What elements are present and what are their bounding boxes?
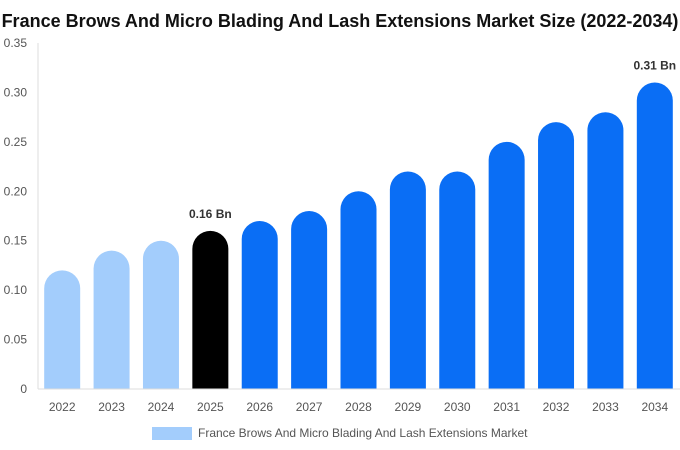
x-tick-label: 2025 xyxy=(197,400,224,414)
x-tick-label: 2026 xyxy=(246,400,273,414)
bar-2034 xyxy=(636,82,673,390)
x-tick-label: 2031 xyxy=(493,400,520,414)
y-tick-label: 0.05 xyxy=(4,333,28,347)
bar-2033 xyxy=(587,112,624,389)
y-tick-label: 0.20 xyxy=(4,184,28,198)
x-axis: 2022 2023 2024 2025 2026 2027 2028 2029 2030 2031… xyxy=(38,388,680,414)
bar-2028 xyxy=(340,191,377,389)
x-tick-label: 2027 xyxy=(296,400,323,414)
bars xyxy=(44,82,673,390)
y-tick-label: 0.30 xyxy=(4,85,28,99)
y-tick-label: 0.15 xyxy=(4,234,28,248)
legend: France Brows And Micro Blading And Lash … xyxy=(152,426,528,440)
legend-label: France Brows And Micro Blading And Lash … xyxy=(198,426,528,440)
bar-2032 xyxy=(538,122,575,390)
x-tick-label: 2024 xyxy=(148,400,175,414)
data-labels: 0.16 Bn 0.31 Bn xyxy=(189,59,676,221)
bar-2022 xyxy=(44,270,81,389)
chart-title: France Brows And Micro Blading And Lash … xyxy=(2,11,679,31)
x-tick-label: 2032 xyxy=(543,400,570,414)
x-tick-label: 2033 xyxy=(592,400,619,414)
bar-2030 xyxy=(439,171,476,389)
bar-2024 xyxy=(142,240,179,389)
data-label-2025: 0.16 Bn xyxy=(189,207,232,221)
legend-swatch xyxy=(152,427,192,440)
y-tick-label: 0.10 xyxy=(4,283,28,297)
x-tick-label: 2022 xyxy=(49,400,76,414)
bar-2027 xyxy=(291,211,328,389)
bar-2029 xyxy=(389,171,426,389)
bar-2025 xyxy=(192,230,229,389)
y-tick-label: 0.25 xyxy=(4,135,28,149)
x-tick-label: 2029 xyxy=(395,400,422,414)
bar-2023 xyxy=(93,250,130,389)
x-tick-label: 2028 xyxy=(345,400,372,414)
bar-2031 xyxy=(488,141,525,389)
y-tick-label: 0.35 xyxy=(4,36,28,50)
y-tick-label: 0 xyxy=(20,382,27,396)
y-axis: 0 0.05 0.10 0.15 0.20 0.25 0.30 0.35 xyxy=(4,36,39,396)
data-label-2034: 0.31 Bn xyxy=(633,59,676,73)
x-tick-label: 2034 xyxy=(641,400,668,414)
x-tick-label: 2030 xyxy=(444,400,471,414)
bar-2026 xyxy=(241,220,278,389)
x-tick-label: 2023 xyxy=(98,400,125,414)
